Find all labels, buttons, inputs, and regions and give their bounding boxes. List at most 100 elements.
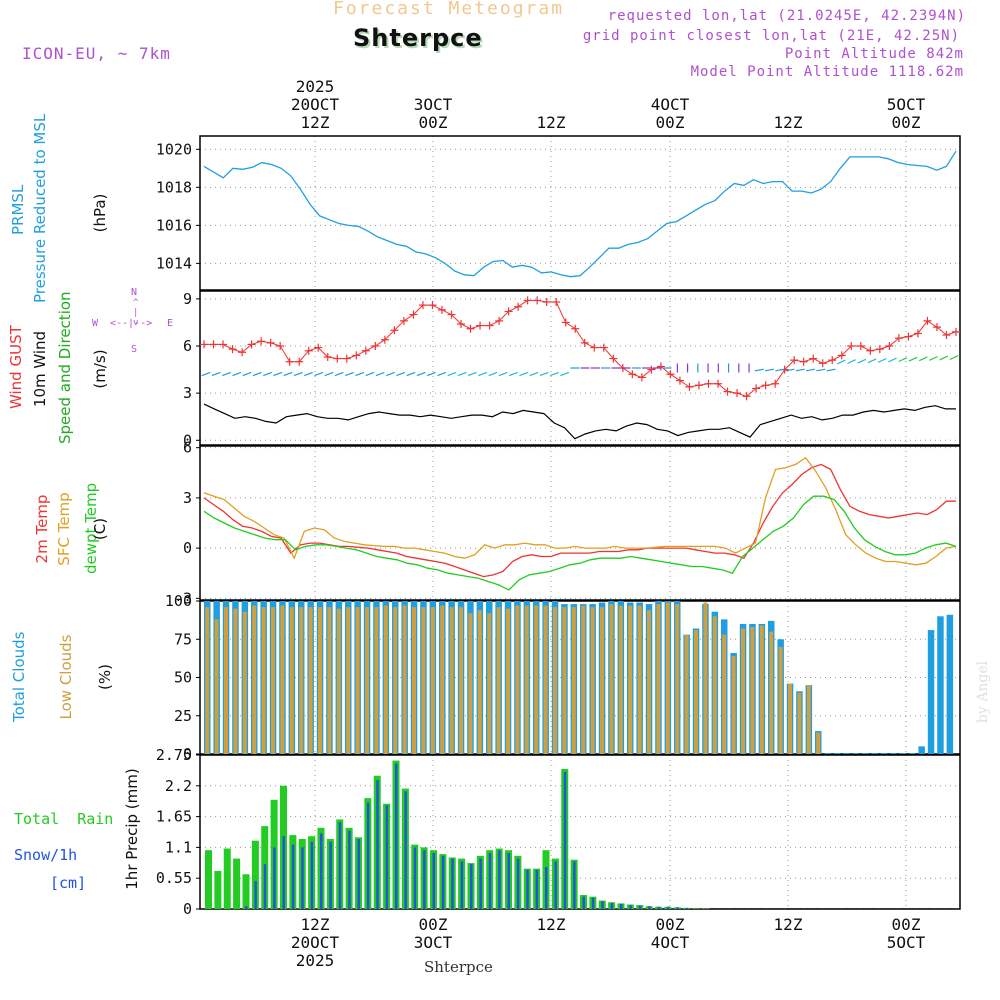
rain-bar (223, 848, 231, 909)
low-cloud-bar (797, 692, 802, 754)
compass-vertical: ^ | v (133, 298, 139, 328)
snow-bar (526, 869, 529, 909)
cloud-ytick-label: 50 (174, 669, 192, 687)
gust-marker (733, 389, 742, 398)
rain-bar (739, 908, 747, 909)
rain-bar (711, 908, 719, 909)
snow-bar (273, 847, 276, 909)
rain-bar (214, 870, 222, 909)
gust-marker (476, 321, 485, 330)
rain-bar (908, 908, 916, 909)
temp-panel-frame (199, 445, 961, 601)
cloud-ytick-label: 100 (165, 592, 192, 610)
top-axis-date: 4OCT (651, 95, 690, 114)
gust-marker (913, 329, 922, 338)
wind-direction-arrow (437, 371, 447, 377)
footer-location: Shterpce (424, 958, 493, 976)
wind-direction-arrow (529, 371, 539, 377)
gust-marker (685, 382, 694, 391)
gust-marker (809, 354, 818, 363)
wind-direction-arrow (386, 371, 395, 377)
top-axis-hour: 12Z (537, 113, 566, 132)
total-cloud-bar (833, 753, 841, 754)
gust-marker (599, 343, 608, 352)
gust-marker (361, 346, 370, 355)
snow-bar (601, 901, 604, 909)
total-cloud-bar (824, 753, 831, 754)
cloud-ytick-label: 75 (174, 630, 192, 648)
rain-bar (720, 908, 728, 909)
wind-direction-arrow (775, 368, 785, 372)
gust-marker (580, 338, 589, 347)
low-cloud-bar (430, 607, 435, 754)
snow-bar (563, 771, 567, 909)
wind-direction-arrow (334, 371, 344, 377)
low-cloud-bar (496, 607, 501, 754)
snow-bar (507, 853, 510, 909)
snow-bar (666, 906, 670, 909)
snow-bar (685, 907, 689, 909)
low-cloud-bar (741, 628, 745, 754)
wind-ytick-label: 9 (183, 290, 192, 308)
snow-bar (582, 896, 585, 909)
gust-marker (875, 345, 884, 354)
low-cloud-bar (788, 683, 792, 754)
wind-direction-arrow (908, 356, 918, 362)
wind-panel-frame (199, 290, 961, 446)
precip-ytick-label: 0.55 (156, 869, 192, 887)
snow-bar (704, 908, 707, 909)
rain-bar (758, 908, 766, 909)
rain-bar (823, 908, 831, 909)
gust-marker (571, 324, 580, 333)
gust-marker (228, 345, 237, 354)
wind-direction-arrow (263, 371, 272, 377)
snow-bar (460, 861, 464, 909)
gust-marker (856, 342, 865, 350)
low-cloud-bar (675, 604, 680, 754)
bottom-axis-year: 2025 (296, 951, 335, 970)
snow-bar (479, 858, 482, 909)
temp-ytick-label: 0 (183, 539, 192, 557)
pressure-panel-frame (199, 135, 961, 291)
wind-direction-arrow (201, 371, 211, 377)
gust-marker (637, 373, 646, 382)
low-cloud-bar (562, 607, 567, 754)
rain-bar (945, 908, 953, 909)
gust-marker (485, 321, 494, 330)
gust-marker (609, 354, 618, 363)
gust-marker (552, 298, 561, 306)
cloud-ytick-label: 25 (174, 707, 192, 725)
rain-bar (730, 908, 737, 909)
low-cloud-bar (759, 625, 764, 754)
snow-bar (366, 802, 370, 909)
wind-direction-arrow (508, 371, 518, 377)
gust-marker (390, 326, 399, 335)
total-cloud-bar (871, 753, 878, 754)
gust-marker (923, 316, 932, 325)
low-cloud-bar (581, 605, 586, 754)
gust-marker (238, 348, 247, 357)
snow-bar (320, 833, 323, 909)
wind-direction-arrow (478, 371, 488, 377)
gust-marker (466, 324, 475, 333)
snow-label: Snow/1h (14, 846, 78, 864)
gust-marker (866, 346, 875, 355)
low-cloud-bar (515, 605, 520, 754)
low-cloud-bar (665, 602, 670, 754)
gust-marker (590, 343, 599, 352)
compass-horizontal: <--|--> (110, 318, 153, 329)
rain-bar (795, 908, 803, 909)
rain-bar (842, 908, 850, 909)
faint-title: Forecast Meteogram (333, 0, 565, 19)
low-cloud-bar (477, 610, 482, 754)
wind-direction-arrow (283, 371, 293, 377)
gust-marker (647, 365, 656, 374)
snow-bar (310, 841, 314, 909)
gust-marker (285, 357, 294, 366)
gust-marker (495, 316, 504, 325)
snow-bar (357, 839, 360, 909)
low-cloud-bar (459, 607, 463, 754)
low-cloud-bar (647, 610, 651, 754)
sfc-temp-line (203, 456, 957, 566)
precip-ytick-label: 0 (183, 900, 192, 918)
